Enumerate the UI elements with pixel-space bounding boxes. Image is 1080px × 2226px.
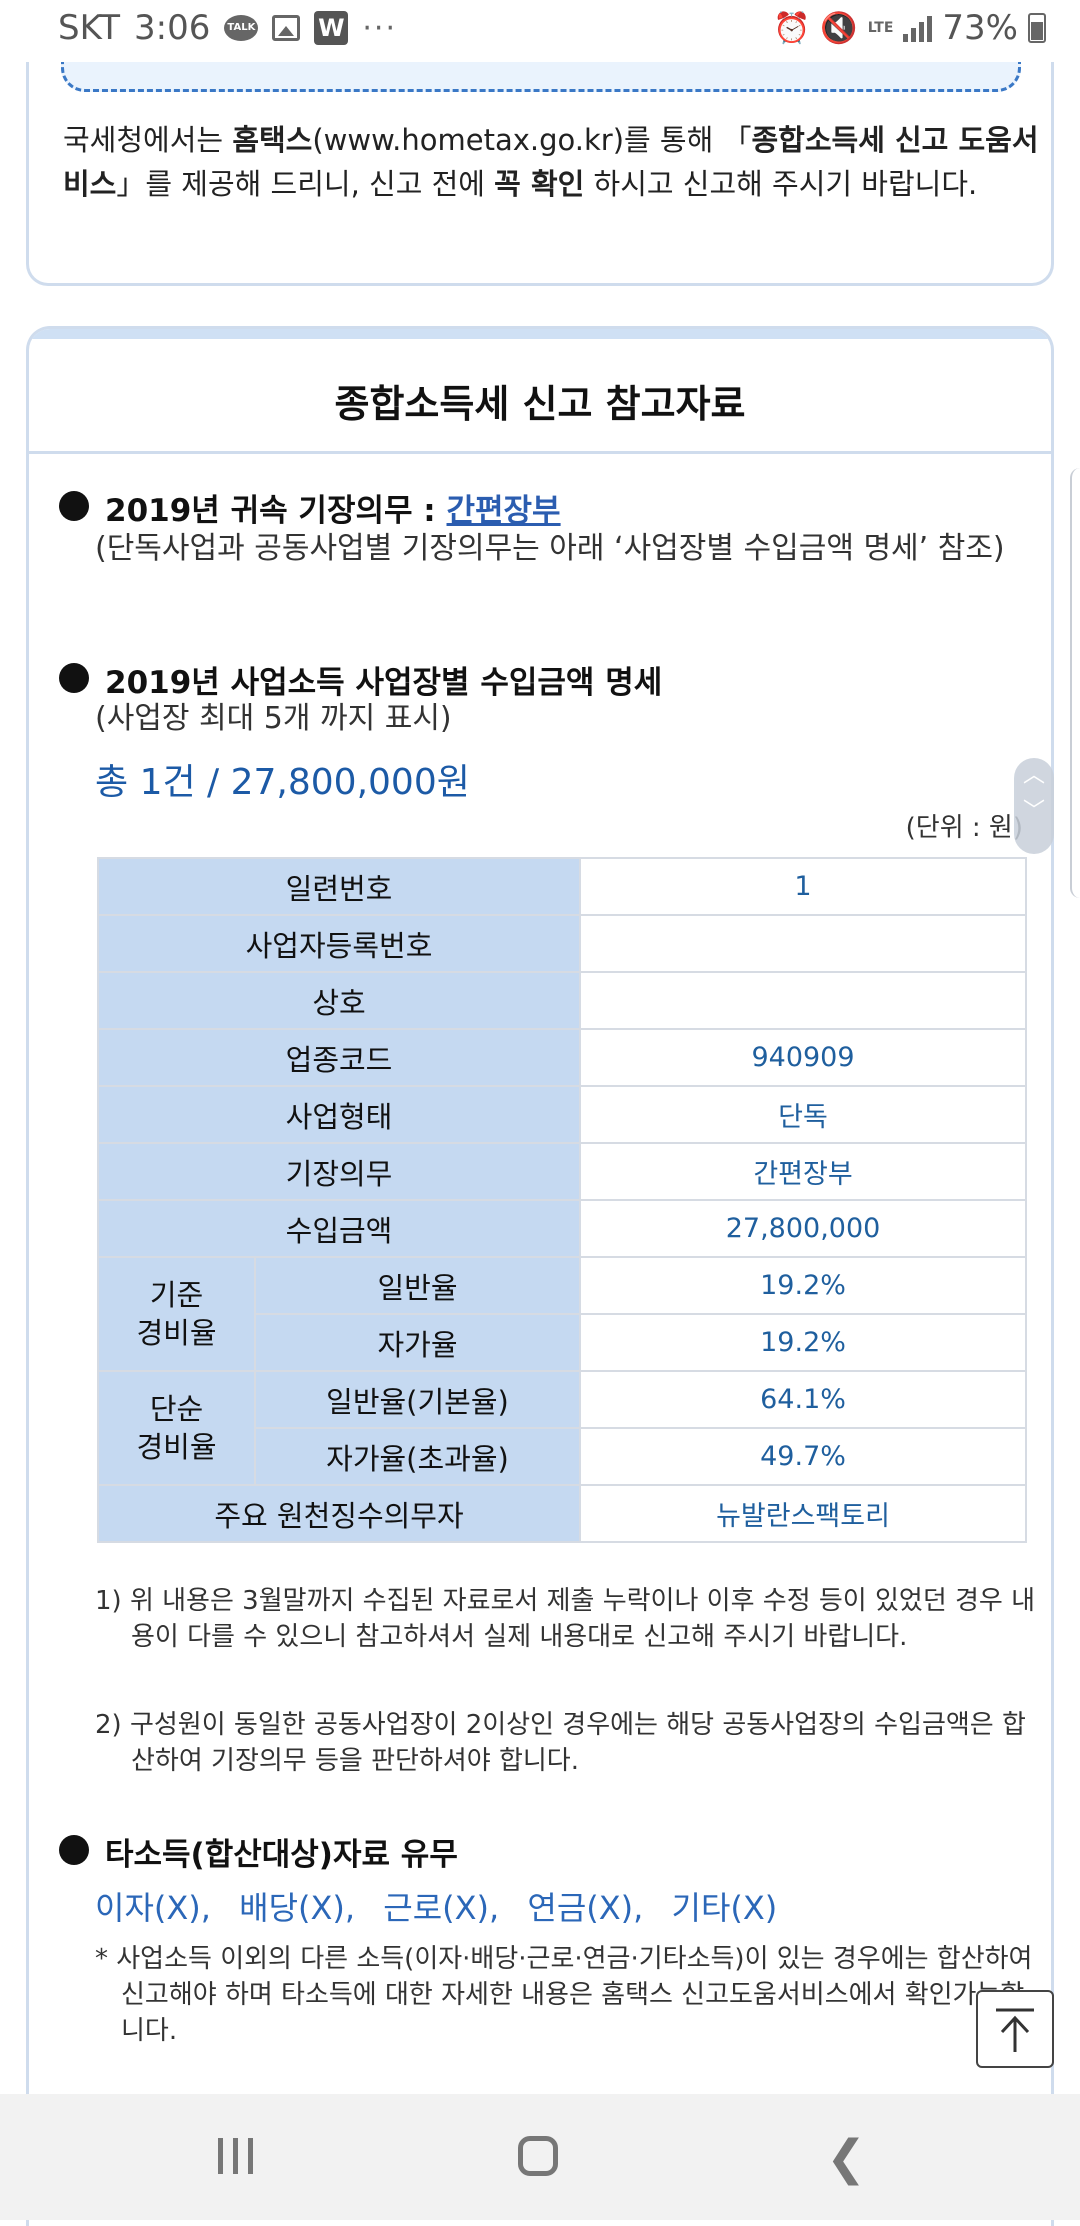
withholder-value: 뉴발란스팩토리 bbox=[579, 1484, 1028, 1543]
interest-status: 이자(X), bbox=[95, 1889, 211, 1927]
other-income-note: * 사업소득 이외의 다른 소득(이자·배당·근로·연금·기타소득)이 있는 경… bbox=[95, 1944, 1033, 2046]
back-button[interactable]: ❮ bbox=[826, 2130, 867, 2186]
etc-status: 기타(X) bbox=[671, 1889, 778, 1927]
biz-type-label: 사업형태 bbox=[96, 1085, 582, 1144]
status-bar: SKT 3:06 TALK W ··· ⏰ 🔇 LTE 73% bbox=[0, 0, 1080, 62]
clock: 3:06 bbox=[134, 8, 211, 48]
table-row: 주요 원천징수의무자 뉴발란스팩토리 bbox=[96, 1484, 1028, 1543]
std-self-label: 자가율 bbox=[253, 1313, 582, 1372]
other-income-list: 이자(X), 배당(X), 근로(X), 연금(X), 기타(X) bbox=[95, 1883, 777, 1929]
table-row: 일련번호 1 bbox=[96, 857, 1028, 916]
duty-label: 기장의무 bbox=[96, 1142, 582, 1201]
industry-code-value: 940909 bbox=[579, 1028, 1028, 1087]
kakaotalk-icon: TALK bbox=[224, 15, 259, 41]
table-row: 자가율(초과율) 49.7% bbox=[98, 1427, 1028, 1486]
duty-link[interactable]: 간편장부 bbox=[446, 493, 561, 529]
std-general-value: 19.2% bbox=[579, 1256, 1028, 1315]
industry-code-label: 업종코드 bbox=[96, 1028, 582, 1087]
scroll-down-icon: ﹀ bbox=[1022, 799, 1045, 824]
trade-name-label: 상호 bbox=[96, 971, 582, 1030]
alarm-icon: ⏰ bbox=[772, 10, 811, 46]
income-total: 총 1건 / 27,800,000원 bbox=[95, 762, 470, 803]
table-row: 사업형태 단독 bbox=[96, 1085, 1028, 1144]
reference-title: 종합소득세 신고 참고자료 bbox=[334, 382, 746, 426]
table-row: 수입금액 27,800,000 bbox=[96, 1199, 1028, 1258]
income-subtext: (사업장 최대 5개 까지 표시) bbox=[95, 701, 452, 736]
duty-subtext: (단독사업과 공동사업별 기장의무는 아래 ‘사업장별 수입금액 명세’ 참조) bbox=[95, 531, 1005, 566]
duty-title: 2019년 귀속 기장의무 : 간편장부 bbox=[105, 493, 561, 529]
scroll-to-top-button[interactable] bbox=[976, 1990, 1054, 2068]
table-row: 자가율 19.2% bbox=[98, 1313, 1028, 1372]
reference-card: 종합소득세 신고 참고자료 2019년 귀속 기장의무 : 간편장부 (단독사업… bbox=[26, 326, 1054, 2226]
duty-value: 간편장부 bbox=[579, 1142, 1028, 1201]
service-name-bold: 종합소득세 신고 도움서비스 bbox=[63, 123, 1039, 201]
simple-rate-group: 단순 경비율 bbox=[97, 1370, 256, 1486]
std-general-label: 일반율 bbox=[253, 1256, 582, 1315]
trade-name-value bbox=[579, 971, 1028, 1030]
simple-self-label: 자가율(초과율) bbox=[253, 1427, 582, 1486]
income-table: 일련번호 1 사업자등록번호 상호 업종코드 940909 사업형태 단독 기장… bbox=[96, 857, 1028, 1543]
card-top-accent bbox=[29, 329, 1051, 339]
table-row: 사업자등록번호 bbox=[96, 914, 1028, 973]
standard-rate-group: 기준 경비율 bbox=[97, 1256, 256, 1372]
scroll-up-icon: ︿ bbox=[1022, 763, 1045, 788]
notice-card: 국세청에서는 홈택스(www.hometax.go.kr)를 통해 「종합소득세… bbox=[26, 36, 1054, 286]
labor-status: 근로(X), bbox=[383, 1889, 500, 1927]
lte-icon: LTE bbox=[867, 20, 894, 36]
bullet-icon bbox=[59, 491, 89, 521]
dividend-status: 배당(X), bbox=[239, 1889, 356, 1927]
arrow-up-icon bbox=[996, 2008, 1034, 2052]
mute-icon: 🔇 bbox=[820, 10, 858, 46]
fast-scroll-handle[interactable]: ︿ ﹀ bbox=[1014, 758, 1054, 854]
battery-icon bbox=[1028, 13, 1046, 43]
notice-text: 국세청에서는 홈택스(www.hometax.go.kr)를 통해 「종합소득세… bbox=[63, 123, 1039, 201]
note-2: 2) 구성원이 동일한 공동사업장이 2이상인 경우에는 해당 공동사업장의 수… bbox=[95, 1710, 1026, 1776]
table-row: 단순 경비율 일반율(기본율) 64.1% bbox=[97, 1370, 1028, 1486]
bullet-icon bbox=[59, 663, 89, 693]
other-income-title: 타소득(합산대상)자료 유무 bbox=[105, 1837, 458, 1873]
recent-apps-button[interactable] bbox=[218, 2138, 253, 2174]
gallery-icon bbox=[272, 15, 301, 41]
status-right: ⏰ 🔇 LTE 73% bbox=[773, 8, 1046, 48]
serial-value: 1 bbox=[579, 857, 1028, 916]
std-self-value: 19.2% bbox=[579, 1313, 1028, 1372]
w-app-icon: W bbox=[314, 11, 349, 45]
status-left: SKT 3:06 TALK W ··· bbox=[58, 8, 397, 48]
table-row: 기준 경비율 일반율 19.2% bbox=[97, 1256, 1028, 1372]
withholder-label: 주요 원천징수의무자 bbox=[96, 1484, 582, 1543]
more-notifications-icon: ··· bbox=[362, 10, 397, 46]
must-check-bold: 꼭 확인 bbox=[494, 167, 585, 201]
serial-label: 일련번호 bbox=[96, 857, 582, 916]
biz-type-value: 단독 bbox=[579, 1085, 1028, 1144]
simple-general-label: 일반율(기본율) bbox=[253, 1370, 582, 1429]
home-button[interactable] bbox=[518, 2136, 558, 2176]
carrier-label: SKT bbox=[58, 8, 121, 48]
navigation-bar: ❮ bbox=[0, 2094, 1080, 2220]
table-row: 업종코드 940909 bbox=[96, 1028, 1028, 1087]
bizno-value bbox=[579, 914, 1028, 973]
table-row: 상호 bbox=[96, 971, 1028, 1030]
hometax-bold: 홈택스 bbox=[232, 123, 313, 157]
signal-icon bbox=[903, 14, 933, 42]
battery-percent: 73% bbox=[942, 8, 1018, 48]
table-row: 기장의무 간편장부 bbox=[96, 1142, 1028, 1201]
edge-panel-handle[interactable] bbox=[1070, 468, 1080, 898]
note-1: 1) 위 내용은 3월말까지 수집된 자료로서 제출 누락이나 이후 수정 등이… bbox=[95, 1586, 1036, 1652]
amount-label: 수입금액 bbox=[96, 1199, 582, 1258]
simple-self-value: 49.7% bbox=[579, 1427, 1028, 1486]
pension-status: 연금(X), bbox=[527, 1889, 644, 1927]
amount-value: 27,800,000 bbox=[579, 1199, 1028, 1258]
bullet-icon bbox=[59, 1835, 89, 1865]
title-divider bbox=[29, 451, 1051, 454]
bizno-label: 사업자등록번호 bbox=[96, 914, 582, 973]
income-title: 2019년 사업소득 사업장별 수입금액 명세 bbox=[105, 665, 663, 701]
simple-general-value: 64.1% bbox=[579, 1370, 1028, 1429]
unit-label: (단위 : 원) bbox=[905, 813, 1023, 843]
